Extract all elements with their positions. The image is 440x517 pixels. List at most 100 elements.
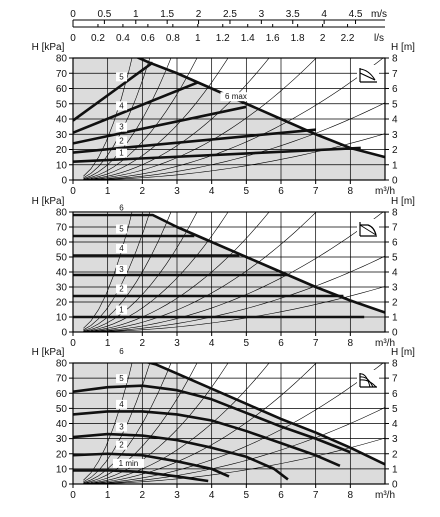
y-tick-label: 20 <box>56 298 68 309</box>
y-right-tick-label: 4 <box>392 419 398 430</box>
y-right-tick-label: 5 <box>392 404 398 415</box>
curve-label: 3 <box>119 265 124 274</box>
velocity-tick-label: 2.5 <box>223 9 237 20</box>
curve-label: 4 <box>119 400 124 409</box>
y-right-tick-label: 6 <box>392 238 398 249</box>
flow-ls-tick-label: 0.4 <box>116 33 130 44</box>
y-tick-label: 70 <box>56 69 68 80</box>
y-tick-label: 30 <box>56 283 68 294</box>
y-right-tick-label: 3 <box>392 130 398 141</box>
y-tick-label: 10 <box>56 464 68 475</box>
x-axis-label: m³/h <box>375 186 395 197</box>
system-curve <box>83 363 384 484</box>
system-curve <box>83 58 172 179</box>
y-right-tick-label: 5 <box>392 253 398 264</box>
flow-ls-tick-label: 0.6 <box>141 33 155 44</box>
curve-label: 5 <box>119 72 124 81</box>
y-right-tick-label: 4 <box>392 115 398 126</box>
curve-label-bg <box>116 284 128 294</box>
y-tick-label: 70 <box>56 223 68 234</box>
y-right-tick-label: 2 <box>392 298 398 309</box>
system-curve <box>83 212 317 332</box>
proportional-pressure-icon <box>357 65 379 85</box>
curve-label-bg <box>116 203 128 213</box>
curve-label-bg <box>116 265 128 274</box>
pump-curve-6-max <box>135 58 385 159</box>
y-tick-label: 60 <box>56 389 68 400</box>
curve-label-bg <box>116 399 128 409</box>
pump-curve-4 <box>73 410 341 468</box>
flow-ls-tick-label: 0.8 <box>166 33 180 44</box>
y-tick-label: 40 <box>56 268 68 279</box>
pump-curve-2 <box>73 128 316 154</box>
curve-label: 5 <box>119 225 124 234</box>
y-right-tick-label: 1 <box>392 313 398 324</box>
x-tick-label: 2 <box>140 338 146 349</box>
y-right-tick-label: 2 <box>392 145 398 156</box>
curve-label-bg <box>116 136 128 146</box>
y-right-tick-label: 6 <box>392 389 398 400</box>
y-tick-label: 80 <box>56 359 68 370</box>
system-curve <box>83 58 229 180</box>
curve-label-bg <box>116 122 128 132</box>
pump-curve-2 <box>73 452 230 478</box>
system-curve <box>83 212 172 331</box>
curve-label-bg <box>116 422 128 432</box>
system-curve <box>83 407 385 484</box>
curve-label-bg <box>116 346 128 356</box>
system-curve <box>83 286 385 332</box>
flow-ls-tick-label: 2 <box>320 33 326 44</box>
x-tick-label: 8 <box>348 338 354 349</box>
x-tick-label: 3 <box>174 338 180 349</box>
pump-curve-5 <box>73 61 154 122</box>
system-curve <box>83 58 198 180</box>
x-tick-label: 7 <box>313 338 319 349</box>
x-tick-label: 6 <box>278 490 284 501</box>
x-tick-label: 6 <box>278 338 284 349</box>
y-tick-label: 0 <box>61 176 67 187</box>
x-tick-label: 8 <box>348 490 354 501</box>
curve-label: 6 <box>119 347 124 356</box>
x-tick-label: 3 <box>174 490 180 501</box>
x-tick-label: 5 <box>244 186 250 197</box>
y-right-tick-label: 8 <box>392 54 398 65</box>
y-axis-label-m: H [m] <box>391 196 415 207</box>
pump-curve-1 <box>73 146 361 163</box>
y-right-tick-label: 4 <box>392 268 398 279</box>
curve-label-bg <box>116 72 128 82</box>
system-curve <box>83 363 172 483</box>
pump-curve-3 <box>73 105 247 145</box>
constant-speed-icon <box>357 370 379 390</box>
x-tick-label: 8 <box>348 186 354 197</box>
y-axis-label-kpa: H [kPa] <box>32 347 65 358</box>
y-right-tick-label: 0 <box>392 328 398 339</box>
curve-label: 3 <box>119 123 124 132</box>
top-axes: 0 0.5 1 1.5 2 2.5 3 3.5 4 4.5 m/s 0 0.2 0.4 0.6 0.8 1 1.2… <box>70 9 387 44</box>
pump-curve-3 <box>73 432 289 481</box>
y-tick-label: 80 <box>56 54 68 65</box>
curve-label: 2 <box>119 136 124 145</box>
x-axis-label: m³/h <box>375 490 395 501</box>
x-tick-label: 0 <box>70 186 76 197</box>
system-curve <box>83 133 385 180</box>
system-curve <box>83 102 385 180</box>
pump-curve-1-min <box>73 469 209 483</box>
x-tick-label: 1 <box>105 186 111 197</box>
curve-label: 2 <box>119 441 124 450</box>
y-tick-label: 50 <box>56 253 68 264</box>
y-axis-label-m: H [m] <box>391 347 415 358</box>
x-tick-label: 5 <box>244 490 250 501</box>
velocity-tick-label: 1 <box>133 9 139 20</box>
curve-label: 6 max <box>225 92 247 101</box>
x-tick-label: 1 <box>105 490 111 501</box>
system-curve <box>83 212 198 332</box>
y-tick-label: 50 <box>56 404 68 415</box>
x-tick-label: 4 <box>209 490 215 501</box>
curve-label-bg <box>116 244 128 253</box>
velocity-tick-label: 1.5 <box>160 9 174 20</box>
y-tick-label: 0 <box>61 328 67 339</box>
velocity-unit: m/s <box>371 9 387 20</box>
